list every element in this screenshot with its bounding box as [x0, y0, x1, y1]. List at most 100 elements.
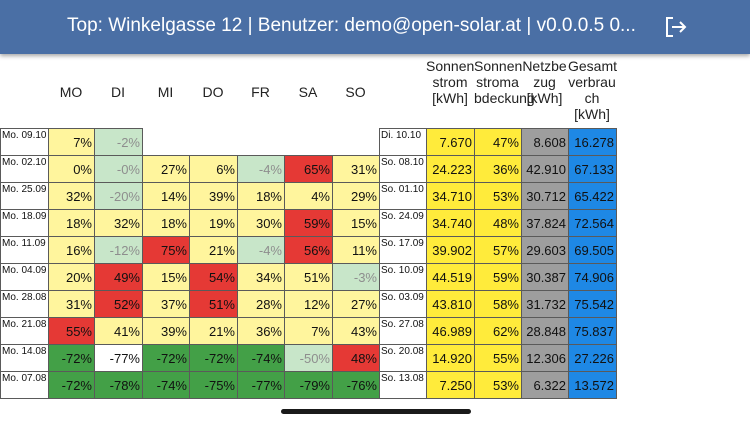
grid-draw-cell: 37.824 — [521, 209, 569, 237]
day-cell: 39% — [142, 317, 190, 345]
coverage-cell: 36% — [474, 155, 522, 183]
summary-date-label: So. 17.09 — [379, 236, 427, 264]
day-cell: 32% — [48, 182, 95, 210]
sun-energy-cell: 46.989 — [426, 317, 475, 345]
table-row: Mo. 14.08 -72% -77% -72% -72% -74% -50% 48% So. … — [0, 344, 617, 372]
week-label: Mo. 11.09 — [0, 236, 49, 264]
header-sonnenstrom: Sonnen strom [kWh] — [426, 58, 475, 106]
day-cell: 18% — [142, 209, 190, 237]
sun-energy-cell: 7.670 — [426, 128, 475, 156]
day-cell: 31% — [48, 290, 95, 318]
day-cell: 21% — [189, 317, 238, 345]
logout-icon[interactable] — [664, 16, 688, 38]
day-cell: 18% — [48, 209, 95, 237]
day-cell: 28% — [237, 290, 285, 318]
day-cell: 27% — [332, 290, 380, 318]
day-cell: 54% — [189, 263, 238, 291]
day-cell: -74% — [237, 344, 285, 372]
day-cell: -74% — [142, 371, 190, 399]
day-header-mi: MI — [157, 84, 174, 100]
total-consumption-cell: 75.542 — [568, 290, 617, 318]
summary-date-label: So. 10.09 — [379, 263, 427, 291]
day-cell: 55% — [48, 317, 95, 345]
sun-energy-cell: 34.710 — [426, 182, 475, 210]
week-label: Mo. 18.09 — [0, 209, 49, 237]
total-consumption-cell: 74.906 — [568, 263, 617, 291]
day-cell: 16% — [48, 236, 95, 264]
day-cell: 49% — [94, 263, 143, 291]
empty-cell — [332, 128, 380, 156]
day-cell: 34% — [237, 263, 285, 291]
table-row: Mo. 11.09 16% -12% 75% 21% -4% 56% 11% So. 17.09… — [0, 236, 617, 264]
grid-draw-cell: 31.732 — [521, 290, 569, 318]
table-row: Mo. 07.08 -72% -78% -74% -75% -77% -79% -76% So.… — [0, 371, 617, 399]
day-cell: -75% — [189, 371, 238, 399]
day-cell: -20% — [94, 182, 143, 210]
day-cell: -72% — [48, 344, 95, 372]
week-label: Mo. 07.08 — [0, 371, 49, 399]
day-cell: 20% — [48, 263, 95, 291]
sun-energy-cell: 43.810 — [426, 290, 475, 318]
day-cell: 52% — [94, 290, 143, 318]
week-label: Mo. 28.08 — [0, 290, 49, 318]
day-cell: -12% — [94, 236, 143, 264]
total-consumption-cell: 75.837 — [568, 317, 617, 345]
sun-energy-cell: 39.902 — [426, 236, 475, 264]
app-title: Top: Winkelgasse 12 | Benutzer: demo@ope… — [67, 15, 636, 36]
sun-energy-cell: 7.250 — [426, 371, 475, 399]
empty-cell — [189, 128, 238, 156]
empty-cell — [284, 128, 333, 156]
coverage-cell: 48% — [474, 209, 522, 237]
day-cell: 14% — [142, 182, 190, 210]
week-label: Mo. 02.10 — [0, 155, 49, 183]
day-cell: 65% — [284, 155, 333, 183]
horizontal-scrollbar[interactable] — [281, 409, 471, 414]
day-cell: 30% — [237, 209, 285, 237]
energy-table: Mo. 09.10 7% -2% Di. 10.10 7.670 47% 8.608 16.2… — [0, 128, 617, 399]
day-cell: 41% — [94, 317, 143, 345]
header-gesamtverbrauch: Gesamt verbrau ch [kWh] — [568, 58, 618, 122]
day-cell: 15% — [332, 209, 380, 237]
day-cell: 15% — [142, 263, 190, 291]
day-cell: 0% — [48, 155, 95, 183]
coverage-cell: 47% — [474, 128, 522, 156]
sun-energy-cell: 44.519 — [426, 263, 475, 291]
table-row: Mo. 02.10 0% -0% 27% 6% -4% 65% 31% So. 08.10 24.… — [0, 155, 617, 183]
table-row: Mo. 21.08 55% 41% 39% 21% 36% 7% 43% So. 27.08 46… — [0, 317, 617, 345]
day-header-di: DI — [111, 84, 125, 100]
grid-draw-cell: 30.387 — [521, 263, 569, 291]
day-cell: -79% — [284, 371, 333, 399]
day-cell: 32% — [94, 209, 143, 237]
day-cell: 11% — [332, 236, 380, 264]
summary-date-label: So. 27.08 — [379, 317, 427, 345]
table-row: Mo. 18.09 18% 32% 18% 19% 30% 59% 15% So. 24.09 3… — [0, 209, 617, 237]
empty-cell — [237, 128, 285, 156]
table-row: Mo. 28.08 31% 52% 37% 51% 28% 12% 27% So. 03.09 4… — [0, 290, 617, 318]
day-cell: 6% — [189, 155, 238, 183]
day-cell: -3% — [332, 263, 380, 291]
day-cell: 51% — [284, 263, 333, 291]
day-header-do: DO — [202, 84, 224, 100]
day-cell: 31% — [332, 155, 380, 183]
day-cell: 37% — [142, 290, 190, 318]
week-label: Mo. 21.08 — [0, 317, 49, 345]
day-cell: -4% — [237, 236, 285, 264]
day-header-so: SO — [345, 84, 366, 100]
grid-draw-cell: 30.712 — [521, 182, 569, 210]
total-consumption-cell: 13.572 — [568, 371, 617, 399]
coverage-cell: 58% — [474, 290, 522, 318]
summary-date-label: So. 03.09 — [379, 290, 427, 318]
summary-date-label: So. 08.10 — [379, 155, 427, 183]
sun-energy-cell: 24.223 — [426, 155, 475, 183]
coverage-cell: 53% — [474, 182, 522, 210]
day-cell: -4% — [237, 155, 285, 183]
total-consumption-cell: 69.505 — [568, 236, 617, 264]
table-row: Mo. 04.09 20% 49% 15% 54% 34% 51% -3% So. 10.09 4… — [0, 263, 617, 291]
day-cell: 48% — [332, 344, 380, 372]
week-label: Mo. 25.09 — [0, 182, 49, 210]
day-header-fr: FR — [251, 84, 270, 100]
day-cell: 51% — [189, 290, 238, 318]
grid-draw-cell: 42.910 — [521, 155, 569, 183]
day-cell: 7% — [284, 317, 333, 345]
day-cell: 59% — [284, 209, 333, 237]
